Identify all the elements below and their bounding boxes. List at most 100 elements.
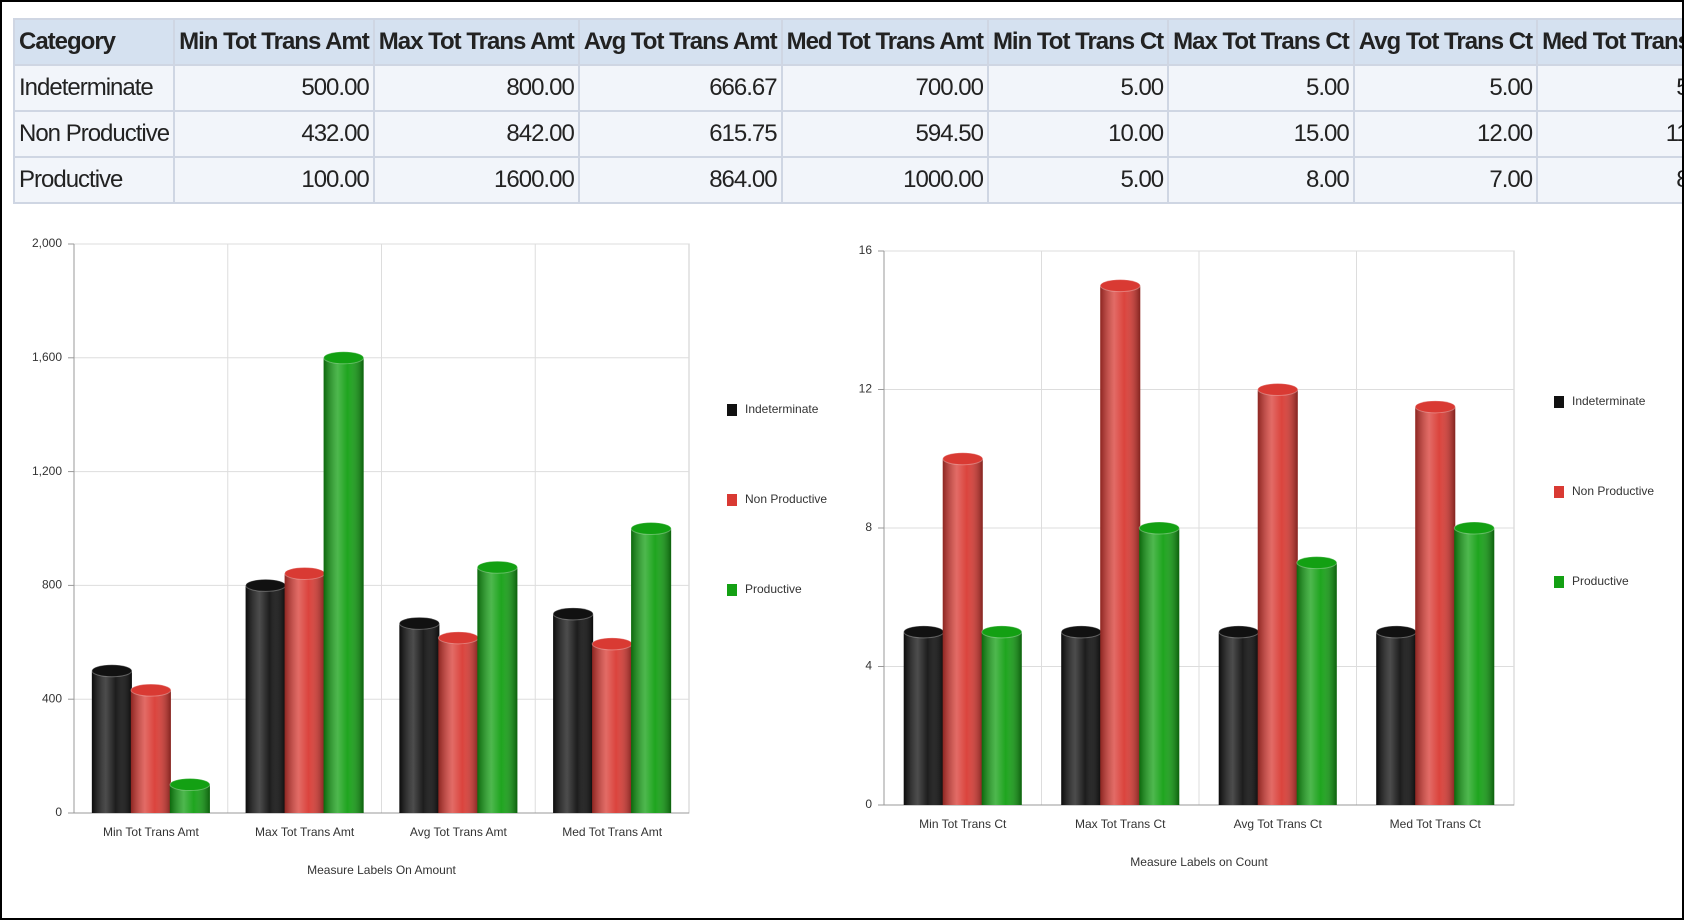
bar-shading: [592, 643, 633, 813]
table-cell: 5.00: [986, 156, 1170, 204]
table-cell: 100.00: [173, 156, 375, 204]
table-cell: 12.00: [1352, 110, 1539, 158]
bar-top: [323, 351, 365, 365]
bar-shading: [1376, 631, 1417, 805]
legend-label: Non Productive: [745, 492, 827, 506]
bar-shading: [553, 613, 594, 813]
bar-top: [1296, 556, 1338, 570]
y-tick-label: 800: [42, 578, 62, 592]
bar-top: [1099, 279, 1141, 293]
y-tick-label: 400: [42, 691, 62, 705]
table-row: Non Productive 432.00 842.00 615.75 594.50 10…: [12, 110, 1682, 158]
x-tick-label: Min Tot Trans Amt: [103, 825, 199, 839]
header-row: Category Min Tot Trans Amt Max Tot Trans A…: [12, 18, 1682, 66]
legend-label: Indeterminate: [745, 402, 819, 416]
bar-top: [942, 452, 984, 466]
bar-shading: [1139, 528, 1180, 805]
legend-swatch: [1554, 396, 1564, 408]
table-cell: Indeterminate: [12, 64, 176, 112]
bar-top: [284, 566, 326, 580]
bar-shading: [903, 631, 944, 805]
legend-label: Indeterminate: [1572, 394, 1646, 408]
bar-top: [437, 631, 479, 645]
legend-swatch: [727, 494, 737, 506]
column-header: Max Tot Trans Amt: [372, 18, 580, 66]
bar-top: [1453, 521, 1495, 535]
data-table: Category Min Tot Trans Amt Max Tot Trans A…: [12, 18, 1682, 204]
y-tick-label: 8: [865, 520, 872, 534]
bar-shading: [942, 458, 983, 805]
legend-swatch: [727, 584, 737, 596]
table-cell: 615.75: [577, 110, 783, 158]
legend-swatch: [1554, 576, 1564, 588]
table-cell: 432.00: [173, 110, 375, 158]
x-tick-label: Min Tot Trans Ct: [919, 817, 1007, 831]
column-header: Max Tot Trans Ct: [1167, 18, 1355, 66]
bar-top: [130, 683, 172, 697]
x-tick-label: Med Tot Trans Ct: [1390, 817, 1482, 831]
table-cell: 8.00: [1167, 156, 1355, 204]
bar-shading: [1257, 389, 1298, 805]
table-cell: 800.00: [372, 64, 580, 112]
y-tick-label: 1,200: [32, 464, 62, 478]
table-cell: 1600.00: [372, 156, 580, 204]
table-cell: 10.00: [986, 110, 1170, 158]
table-cell: 1000.00: [780, 156, 989, 204]
bar-shading: [477, 567, 518, 813]
column-header: Avg Tot Trans Ct: [1352, 18, 1539, 66]
table-cell: 8.00: [1536, 156, 1682, 204]
legend-swatch: [727, 404, 737, 416]
bar-shading: [1296, 562, 1337, 805]
column-header: Med Tot Trans Amt: [780, 18, 989, 66]
y-tick-label: 2,000: [32, 236, 62, 250]
bar-top: [245, 578, 287, 592]
legend-label: Non Productive: [1572, 484, 1654, 498]
bar-top: [1414, 400, 1456, 414]
bar-top: [1257, 383, 1299, 396]
bar-top: [398, 616, 440, 630]
x-tick-label: Avg Tot Trans Ct: [1234, 817, 1323, 831]
y-tick-label: 4: [865, 659, 872, 673]
bar-top: [91, 664, 133, 678]
y-tick-label: 1,600: [32, 350, 62, 364]
bar-top: [981, 625, 1023, 639]
column-header: Med Tot Trans Ct: [1536, 18, 1682, 66]
column-header: Avg Tot Trans Amt: [577, 18, 783, 66]
y-tick-label: 16: [859, 243, 873, 257]
bar-top: [169, 778, 211, 792]
bar-top: [1060, 625, 1102, 639]
bar-shading: [1061, 631, 1102, 805]
bar-shading: [245, 585, 286, 813]
table-cell: 5.00: [1167, 64, 1355, 112]
bar-top: [591, 637, 633, 651]
bar-shading: [130, 690, 171, 813]
column-header: Category: [12, 18, 176, 66]
table-cell: 5.00: [986, 64, 1170, 112]
bar-top: [476, 560, 518, 574]
x-tick-label: Med Tot Trans Amt: [562, 825, 662, 839]
bar-shading: [631, 528, 672, 813]
y-tick-label: 0: [865, 797, 872, 811]
bar-shading: [284, 573, 325, 813]
table-cell: 11.50: [1536, 110, 1682, 158]
x-axis-title: Measure Labels On Amount: [307, 863, 456, 877]
y-tick-label: 12: [859, 382, 873, 396]
x-tick-label: Max Tot Trans Ct: [1075, 817, 1166, 831]
table-cell: 666.67: [577, 64, 783, 112]
x-tick-label: Max Tot Trans Amt: [255, 825, 355, 839]
bar-top: [1138, 521, 1180, 535]
table-cell: 594.50: [780, 110, 989, 158]
bar-top: [903, 625, 945, 639]
table-cell: 5.00: [1352, 64, 1539, 112]
table-cell: 5.00: [1536, 64, 1682, 112]
table-row: Productive 100.00 1600.00 864.00 1000.00 5.00…: [12, 156, 1682, 204]
table-cell: 15.00: [1167, 110, 1355, 158]
x-tick-label: Avg Tot Trans Amt: [410, 825, 508, 839]
bar-top: [1375, 625, 1417, 639]
bar-shading: [1218, 631, 1259, 805]
table-cell: 842.00: [372, 110, 580, 158]
bar-top: [552, 607, 594, 621]
legend-swatch: [1554, 486, 1564, 498]
column-header: Min Tot Trans Amt: [173, 18, 375, 66]
